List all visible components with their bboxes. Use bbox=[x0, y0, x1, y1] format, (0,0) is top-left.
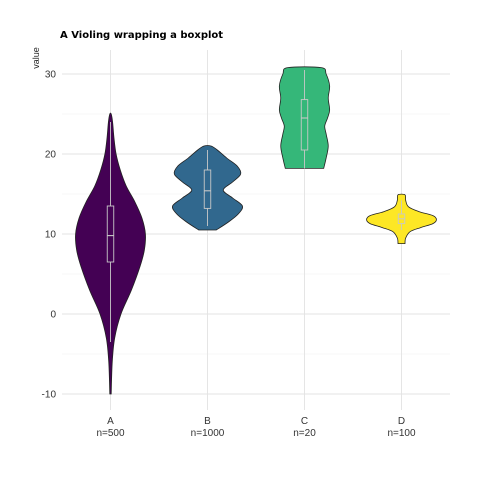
y-tick-label: 0 bbox=[50, 310, 56, 321]
x-tick-count-label: n=1000 bbox=[191, 428, 225, 439]
violin-group-c bbox=[278, 66, 331, 169]
y-tick-label: 30 bbox=[45, 70, 57, 81]
x-tick-count-label: n=20 bbox=[293, 428, 316, 439]
x-tick-label: A bbox=[107, 416, 114, 427]
y-tick-label: 10 bbox=[45, 230, 57, 241]
y-tick-labels: -10 0 10 20 30 bbox=[42, 70, 57, 401]
violin-group-a bbox=[75, 112, 146, 395]
y-tick-label: -10 bbox=[42, 390, 57, 401]
x-tick-count-label: n=500 bbox=[96, 428, 125, 439]
x-tick-label: C bbox=[301, 416, 308, 427]
x-tick-count-label: n=100 bbox=[387, 428, 416, 439]
y-tick-label: 20 bbox=[45, 150, 57, 161]
box-a bbox=[106, 205, 115, 263]
chart-title: A Violing wrapping a boxplot bbox=[60, 30, 223, 41]
violins bbox=[75, 66, 437, 395]
x-tick-label: D bbox=[398, 416, 405, 427]
box-c bbox=[300, 99, 309, 151]
violin-b bbox=[172, 145, 243, 231]
x-tick-label: B bbox=[204, 416, 211, 427]
violin-group-b bbox=[172, 145, 243, 231]
violin-a bbox=[75, 112, 146, 395]
x-tick-labels: An=500 Bn=1000 Cn=20 Dn=100 bbox=[96, 416, 416, 439]
box-b bbox=[203, 169, 212, 209]
violin-group-d bbox=[366, 193, 437, 244]
y-axis-label: value bbox=[31, 47, 41, 69]
